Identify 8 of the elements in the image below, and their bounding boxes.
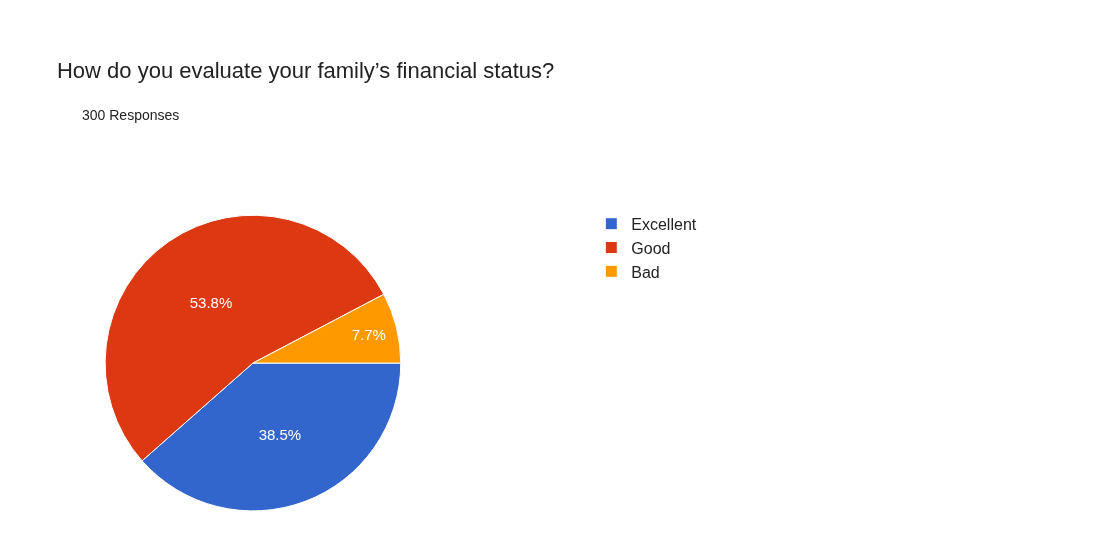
chart-subtitle: 300 Responses bbox=[82, 107, 180, 123]
chart-title: How do you evaluate your family’s financial status? bbox=[56, 57, 555, 83]
legend-label: Good bbox=[631, 239, 671, 257]
legend-label: Excellent bbox=[631, 215, 697, 233]
legend-label: Bad bbox=[631, 263, 660, 281]
data-label: 53.8% bbox=[189, 293, 233, 311]
data-label: 38.5% bbox=[258, 426, 302, 444]
data-label: 7.7% bbox=[351, 326, 386, 343]
